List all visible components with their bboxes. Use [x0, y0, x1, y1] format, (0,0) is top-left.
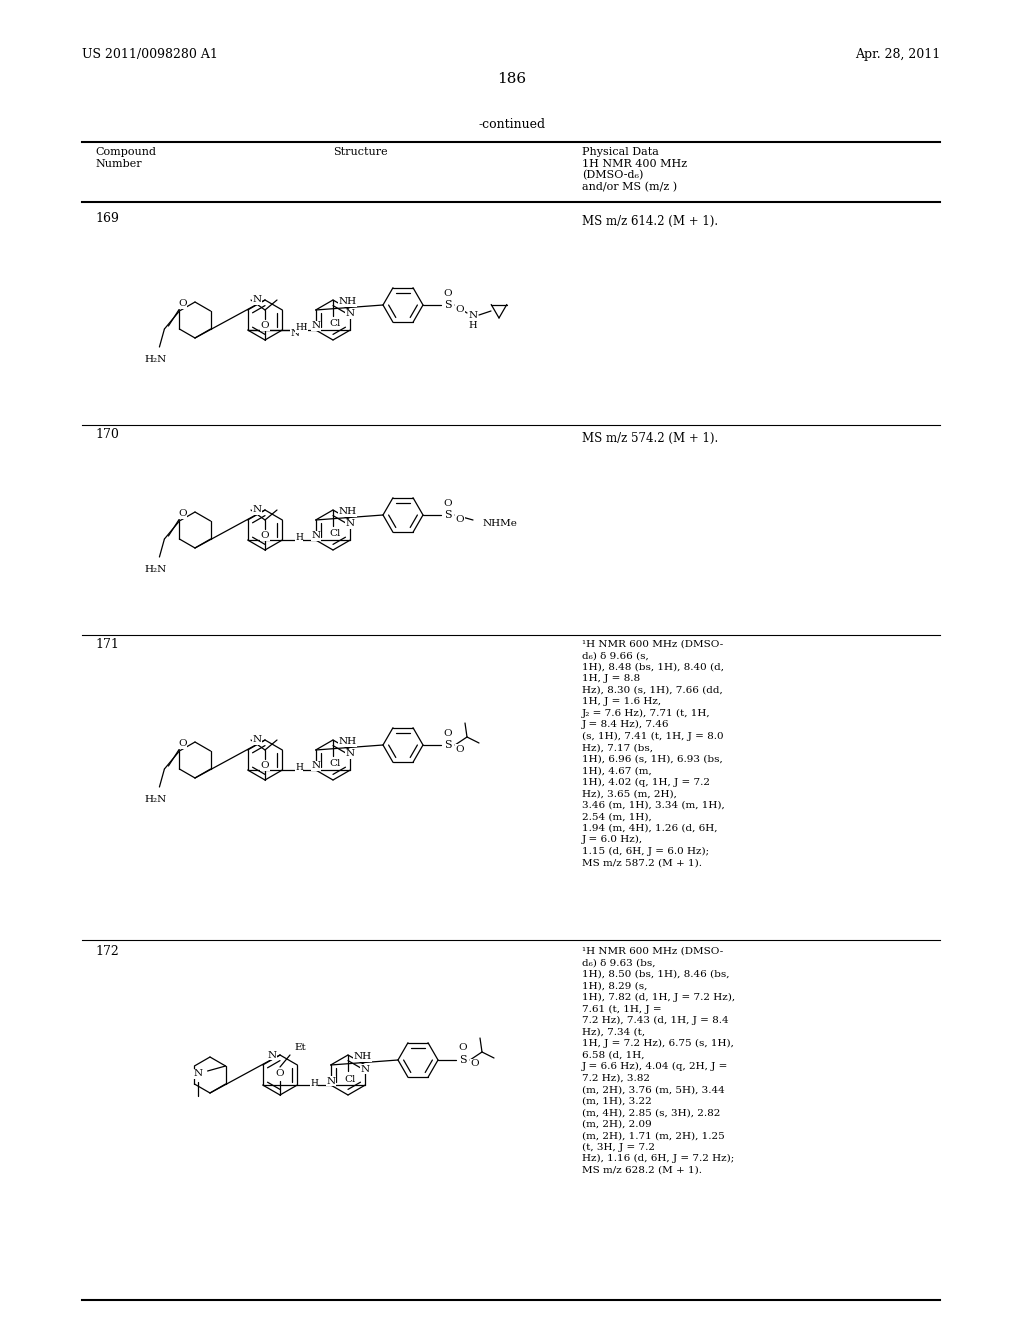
Text: 172: 172 [95, 945, 119, 958]
Text: O: O [471, 1060, 479, 1068]
Text: Cl: Cl [330, 529, 341, 539]
Text: ¹H NMR 600 MHz (DMSO-
d₆) δ 9.66 (s,
1H), 8.48 (bs, 1H), 8.40 (d,
1H, J = 8.8
Hz: ¹H NMR 600 MHz (DMSO- d₆) δ 9.66 (s, 1H)… [582, 640, 725, 867]
Text: Structure: Structure [333, 147, 387, 157]
Text: NH: NH [353, 1052, 372, 1061]
Text: N: N [253, 735, 261, 744]
Text: N: N [311, 762, 321, 771]
Text: O: O [178, 300, 186, 309]
Text: O: O [456, 515, 464, 524]
Text: H: H [295, 763, 303, 772]
Text: Apr. 28, 2011: Apr. 28, 2011 [855, 48, 940, 61]
Text: O: O [261, 322, 269, 330]
Text: O: O [261, 532, 269, 540]
Text: H: H [299, 323, 307, 333]
Text: MS m/z 574.2 (M + 1).: MS m/z 574.2 (M + 1). [582, 432, 718, 445]
Text: H: H [295, 533, 303, 543]
Text: N: N [326, 1077, 335, 1085]
Text: O: O [443, 729, 453, 738]
Text: O: O [443, 499, 453, 507]
Text: O: O [456, 744, 464, 754]
Text: H: H [295, 323, 303, 333]
Text: Cl: Cl [330, 319, 341, 329]
Text: Cl: Cl [330, 759, 341, 768]
Text: NH: NH [338, 297, 356, 306]
Text: ¹H NMR 600 MHz (DMSO-
d₆) δ 9.63 (bs,
1H), 8.50 (bs, 1H), 8.46 (bs,
1H), 8.29 (s: ¹H NMR 600 MHz (DMSO- d₆) δ 9.63 (bs, 1H… [582, 946, 735, 1175]
Text: Physical Data
1H NMR 400 MHz
(DMSO-d₆)
and/or MS (m/z ): Physical Data 1H NMR 400 MHz (DMSO-d₆) a… [582, 147, 687, 193]
Text: N: N [346, 309, 355, 318]
Text: 171: 171 [95, 638, 119, 651]
Text: N: N [468, 310, 477, 319]
Text: H₂N: H₂N [144, 795, 167, 804]
Text: S: S [444, 741, 452, 750]
Text: O: O [178, 739, 186, 748]
Text: O: O [459, 1044, 467, 1052]
Text: S: S [459, 1055, 467, 1065]
Text: O: O [456, 305, 464, 314]
Text: -continued: -continued [478, 117, 546, 131]
Text: S: S [444, 510, 452, 520]
Text: MS m/z 614.2 (M + 1).: MS m/z 614.2 (M + 1). [582, 215, 718, 228]
Text: O: O [261, 762, 269, 771]
Text: H: H [310, 1078, 317, 1088]
Text: S: S [444, 300, 452, 310]
Text: H₂N: H₂N [144, 355, 167, 363]
Text: NH: NH [338, 737, 356, 746]
Text: 169: 169 [95, 213, 119, 224]
Text: N: N [194, 1069, 202, 1078]
Text: N: N [253, 296, 261, 305]
Text: 186: 186 [498, 73, 526, 86]
Text: O: O [275, 1068, 285, 1077]
Text: H₂N: H₂N [144, 565, 167, 573]
Text: NHMe: NHMe [483, 519, 518, 528]
Text: US 2011/0098280 A1: US 2011/0098280 A1 [82, 48, 218, 61]
Text: H: H [469, 321, 477, 330]
Text: N: N [311, 322, 321, 330]
Text: N: N [267, 1051, 276, 1060]
Text: N: N [360, 1064, 370, 1073]
Text: N: N [291, 330, 300, 338]
Text: N: N [311, 532, 321, 540]
Text: NH: NH [338, 507, 356, 516]
Text: O: O [178, 510, 186, 519]
Text: N: N [253, 506, 261, 515]
Text: O: O [443, 289, 453, 297]
Text: Compound
Number: Compound Number [95, 147, 156, 169]
Text: Et: Et [294, 1044, 306, 1052]
Text: N: N [346, 520, 355, 528]
Text: N: N [346, 750, 355, 759]
Text: 170: 170 [95, 428, 119, 441]
Text: Cl: Cl [344, 1074, 355, 1084]
